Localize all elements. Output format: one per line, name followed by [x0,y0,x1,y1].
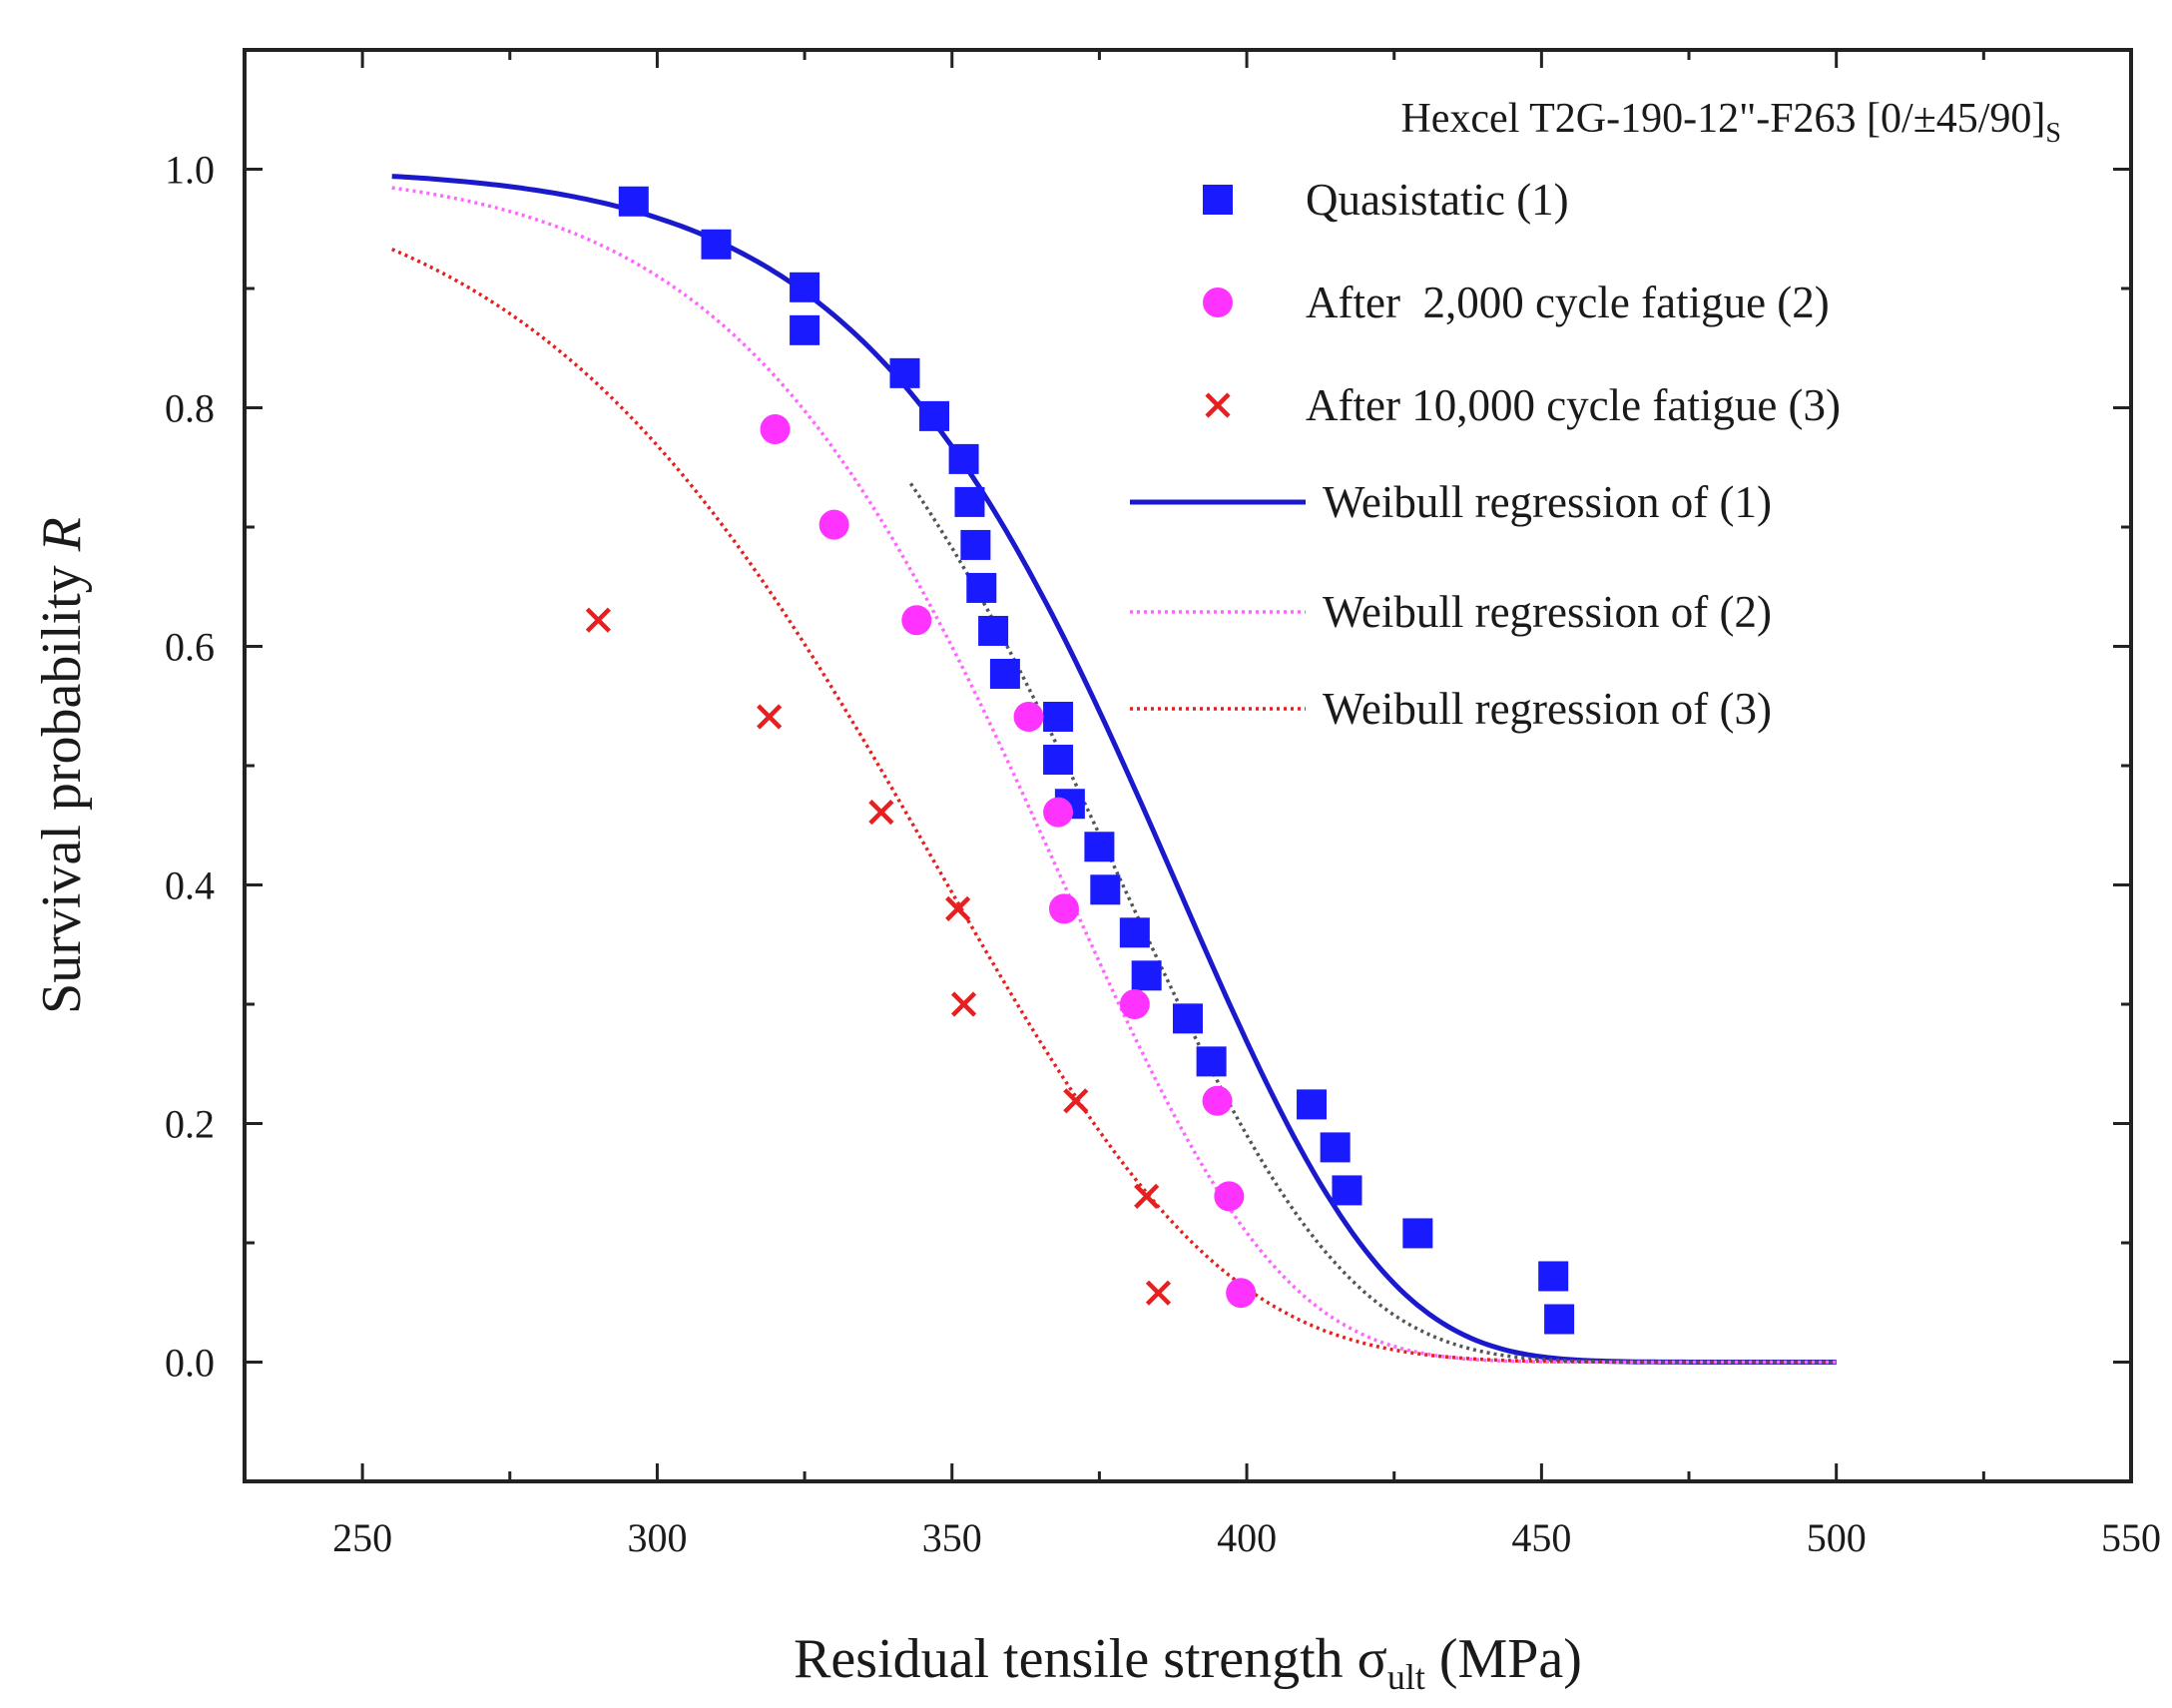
legend-label: Weibull regression of (2) [1323,587,1772,637]
x-tick-label: 500 [1807,1515,1867,1560]
x-marker-stroke [1063,1088,1089,1114]
square-data-point [989,658,1020,689]
square-data-point [1043,745,1074,776]
weibull-curve-3 [391,248,1837,1365]
circle-data-point [1226,1278,1257,1309]
x-tick-label: 400 [1217,1515,1277,1560]
square-data-point [1544,1304,1575,1335]
legend-swatch [1203,287,1233,317]
square-data-point [790,314,820,345]
square-data-point [1402,1218,1433,1249]
x-marker-stroke [868,800,894,826]
square-data-point [954,486,985,517]
legend-title: Hexcel T2G-190-12"-F263 [0/±45/90]S [1400,96,2061,149]
legend-item: After 2,000 cycle fatigue (2) [1203,278,1830,327]
x-data-point [757,704,783,730]
x-data-point [945,895,971,921]
y-tick-label: 0.2 [165,1102,215,1147]
circle-data-point [760,414,791,445]
square-data-point [1043,702,1074,733]
square-data-point [978,615,1009,646]
circle-data-point [1048,893,1079,924]
legend-items: Quasistatic (1) After 2,000 cycle fatigue… [1130,175,1841,734]
square-data-point [1297,1089,1328,1120]
square-data-point [618,186,649,217]
square-data-point [1332,1175,1362,1206]
x-marker-stroke [950,991,977,1017]
circle-data-point [901,605,932,636]
axis-ticks [245,50,2133,1481]
x-marker-stroke [585,607,611,633]
x-data-point [1145,1280,1172,1306]
square-data-point [1084,832,1115,862]
reference-curve [908,482,1837,1365]
y-axis-title: Survival probability R [31,517,93,1014]
legend-label: Weibull regression of (1) [1323,477,1772,527]
square-data-point [1173,1003,1203,1034]
square-data-point [960,529,991,560]
square-data-point [1320,1132,1351,1163]
y-tick-label: 0.4 [165,863,215,908]
x-data-point [1134,1183,1160,1209]
legend-label: After 2,000 cycle fatigue (2) [1306,278,1830,327]
legend: Hexcel T2G-190-12"-F263 [0/±45/90]S Quas… [1130,96,2061,734]
x-tick-label: 550 [2101,1515,2161,1560]
circle-data-point [818,509,849,540]
circle-data-point [1214,1181,1245,1212]
x-tick-labels: 250 300 350 400 450 500 550 [332,1515,2161,1560]
weibull-curve-2 [391,186,1837,1365]
y-tick-labels: 0.0 0.2 0.4 0.6 0.8 1.0 [165,148,215,1386]
x-marker-stroke [757,704,783,730]
legend-swatch [1205,392,1231,418]
x-marker-stroke [1134,1183,1160,1209]
legend-item: Weibull regression of (3) [1130,684,1772,734]
square-data-point [1090,874,1121,905]
y-tick-label: 1.0 [165,148,215,193]
x-marker-stroke [945,895,971,921]
plot-frame [243,48,2133,1483]
y-tick-label: 0.0 [165,1341,215,1386]
square-data-point [1538,1261,1569,1292]
x-data-point [585,607,611,633]
x-data-point [950,991,977,1017]
legend-swatch [1203,185,1233,215]
square-data-point [790,272,820,302]
legend-label: After 10,000 cycle fatigue (3) [1306,380,1841,430]
legend-item: Quasistatic (1) [1203,175,1569,225]
x-tick-label: 450 [1511,1515,1571,1560]
square-data-point [919,400,950,431]
weibull-curve-1 [391,174,1837,1365]
x-marker-stroke [1145,1280,1172,1306]
y-tick-label: 0.6 [165,625,215,670]
circle-data-point [1202,1085,1233,1116]
square-data-point [1131,960,1162,991]
x-tick-label: 300 [627,1515,687,1560]
square-data-point [889,357,920,388]
circle-data-point [1119,989,1150,1019]
regression-curves [391,174,1837,1365]
square-data-point [701,229,732,260]
square-data-point [966,572,997,603]
x-tick-label: 350 [922,1515,982,1560]
circle-data-point [1013,702,1044,733]
square-data-point [948,443,979,474]
x-data-point [868,800,894,826]
legend-item: Weibull regression of (2) [1130,587,1772,637]
square-data-point [1119,917,1150,948]
legend-item: Weibull regression of (1) [1130,477,1772,527]
x-data-point [1063,1088,1089,1114]
x-marker-stroke [1205,392,1231,418]
data-markers [585,186,1575,1335]
legend-label: Quasistatic (1) [1306,175,1569,225]
circle-data-point [1043,797,1074,828]
square-data-point [1196,1046,1227,1077]
legend-item: After 10,000 cycle fatigue (3) [1205,380,1841,430]
y-tick-label: 0.8 [165,386,215,431]
legend-label: Weibull regression of (3) [1323,684,1772,734]
x-axis-title: Residual tensile strength σult (MPa) [794,1628,1582,1697]
x-tick-label: 250 [332,1515,392,1560]
